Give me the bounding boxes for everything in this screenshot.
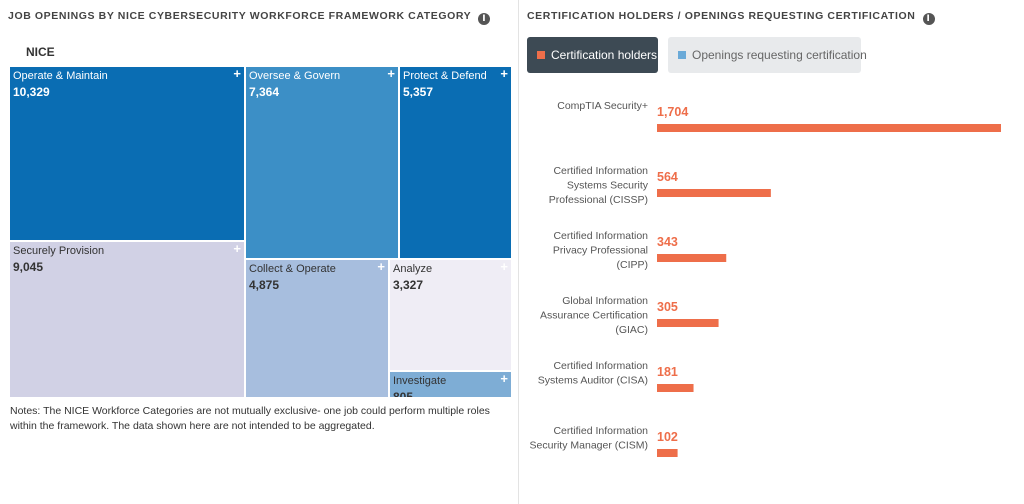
bar-category-label: Certified Information Systems Auditor (CI… — [538, 360, 648, 387]
bar-value-label: 343 — [657, 235, 678, 249]
bar-value-label: 1,704 — [657, 105, 688, 119]
treemap-root-label: NICE — [26, 45, 55, 59]
legend-label: Openings requesting certification — [692, 48, 867, 62]
bar-value-label: 564 — [657, 170, 678, 184]
info-icon[interactable]: i — [922, 13, 935, 25]
treemap-tile-analyze[interactable]: Analyze 3,327 + — [390, 260, 511, 371]
tile-value: 4,875 — [249, 278, 280, 292]
bar[interactable] — [657, 319, 719, 327]
expand-plus-icon[interactable]: + — [233, 242, 241, 256]
left-panel-title: JOB OPENINGS BY NICE CYBERSECURITY WORKF… — [8, 10, 491, 25]
expand-plus-icon[interactable]: + — [387, 67, 395, 81]
tile-value: 5,357 — [403, 85, 434, 99]
notes-text: Notes: The NICE Workforce Categories are… — [10, 405, 490, 432]
panel-divider — [518, 0, 519, 504]
bar[interactable] — [657, 124, 1001, 132]
tile-label: Securely Provision — [13, 245, 105, 257]
legend-label: Certification holders — [551, 48, 658, 62]
treemap: Operate & Maintain 10,329 + Securely Pro… — [10, 67, 511, 397]
tile-label: Oversee & Govern — [249, 70, 341, 82]
tile-label: Collect & Operate — [249, 263, 336, 275]
expand-plus-icon[interactable]: + — [377, 260, 385, 274]
tile-label: Operate & Maintain — [13, 70, 108, 82]
tile-value: 3,327 — [393, 278, 424, 292]
expand-plus-icon[interactable]: + — [500, 260, 508, 274]
treemap-tile-operate-maintain[interactable]: Operate & Maintain 10,329 + — [10, 67, 245, 242]
legend-certification-holders-button[interactable]: Certification holders — [527, 37, 658, 73]
bar-category-label: Certified Information Privacy Professiona… — [553, 230, 648, 271]
tile-value: 805 — [393, 390, 414, 397]
bar-value-label: 181 — [657, 365, 678, 379]
tile-label: Investigate — [393, 375, 447, 387]
treemap-tile-collect-operate[interactable]: Collect & Operate 4,875 + — [246, 260, 389, 397]
treemap-tile-securely-provision[interactable]: Securely Provision 9,045 + — [10, 242, 245, 397]
treemap-tile-investigate[interactable]: Investigate 805 + — [390, 372, 511, 397]
bar-value-label: 305 — [657, 300, 678, 314]
bar[interactable] — [657, 254, 727, 262]
tile-value: 10,329 — [13, 85, 50, 99]
treemap-tile-oversee-govern[interactable]: Oversee & Govern 7,364 + — [246, 67, 399, 259]
legend-swatch — [678, 51, 686, 59]
bar-value-label: 102 — [657, 430, 678, 444]
bar-category-label: CompTIA Security+ — [557, 100, 648, 112]
certification-bar-chart: CompTIA Security+ 1,704 Certified Informat… — [530, 100, 1001, 457]
bar[interactable] — [657, 449, 678, 457]
bar[interactable] — [657, 384, 694, 392]
tile-label: Analyze — [393, 263, 433, 275]
right-panel-title: CERTIFICATION HOLDERS / OPENINGS REQUEST… — [527, 10, 935, 25]
expand-plus-icon[interactable]: + — [500, 372, 508, 386]
bar-category-label: Global Information Assurance Certificatio… — [540, 295, 648, 336]
bar-category-label: Certified Information Security Manager (C… — [530, 425, 649, 452]
bar[interactable] — [657, 189, 771, 197]
treemap-tile-protect-defend[interactable]: Protect & Defend 5,357 + — [400, 67, 511, 259]
expand-plus-icon[interactable]: + — [500, 67, 508, 81]
legend-swatch — [537, 51, 545, 59]
tile-value: 9,045 — [13, 260, 44, 274]
tile-label: Protect & Defend — [403, 70, 487, 82]
info-icon[interactable]: i — [478, 13, 491, 25]
expand-plus-icon[interactable]: + — [233, 67, 241, 81]
tile-value: 7,364 — [249, 85, 280, 99]
bar-category-label: Certified Information Systems Security Pro… — [549, 165, 649, 206]
legend-openings-button[interactable]: Openings requesting certification — [668, 37, 867, 73]
